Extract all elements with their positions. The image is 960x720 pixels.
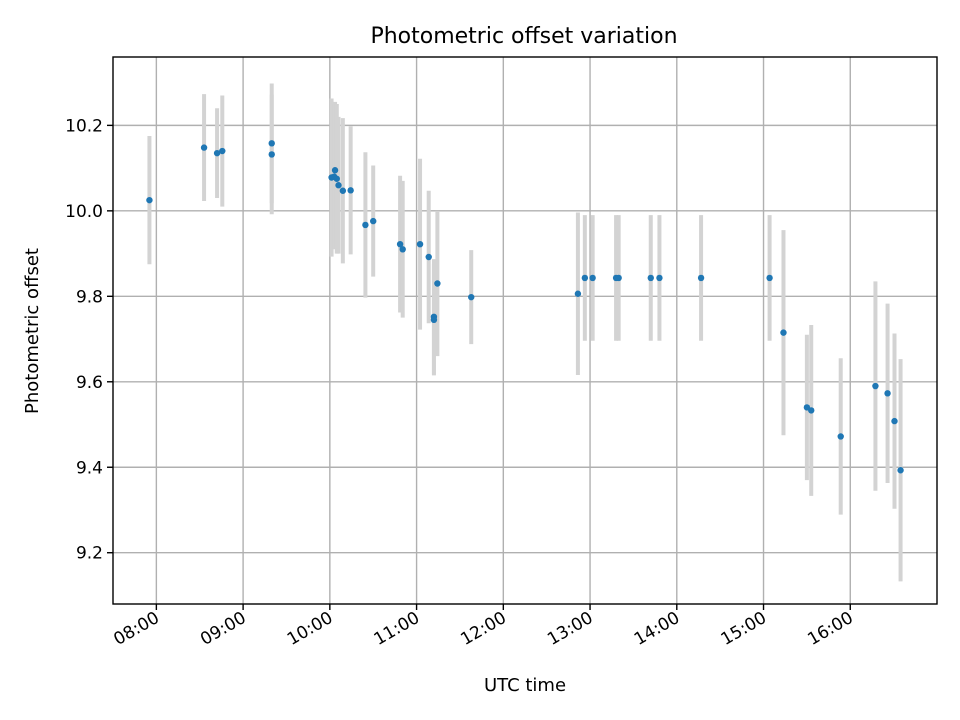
data-point <box>268 151 275 158</box>
y-tick-label: 9.2 <box>76 544 103 564</box>
data-point <box>333 175 340 182</box>
data-point <box>430 316 438 324</box>
data-point <box>656 274 663 282</box>
data-point <box>647 274 654 282</box>
data-point <box>219 147 226 155</box>
data-point <box>425 253 432 261</box>
y-tick-label: 9.8 <box>76 287 103 307</box>
data-point <box>331 167 339 174</box>
data-point <box>808 407 815 414</box>
data-point <box>396 240 404 248</box>
data-point <box>589 274 596 282</box>
data-point <box>200 144 208 151</box>
data-point <box>780 329 787 336</box>
data-point <box>766 274 773 282</box>
data-point <box>146 196 153 204</box>
y-axis-label: Photometric offset <box>22 248 43 414</box>
data-point <box>615 274 622 282</box>
data-point <box>468 293 475 301</box>
data-point <box>697 274 705 282</box>
plot-frame <box>112 56 938 605</box>
data-point <box>416 240 424 248</box>
data-point <box>268 140 275 147</box>
data-point <box>574 290 582 297</box>
x-axis-label: UTC time <box>484 675 566 696</box>
y-tick-label: 9.4 <box>76 458 103 478</box>
data-point <box>897 467 904 474</box>
data-point <box>581 274 589 282</box>
y-tick-label: 10.0 <box>65 202 103 222</box>
y-tick-label: 10.2 <box>65 116 103 136</box>
chart-title: Photometric offset variation <box>370 24 677 49</box>
data-point <box>434 280 441 287</box>
data-point <box>884 390 891 397</box>
data-point <box>370 217 377 225</box>
data-point <box>347 187 354 194</box>
data-point <box>335 182 342 189</box>
data-point <box>399 246 406 253</box>
data-point <box>213 149 221 157</box>
data-point <box>891 417 898 425</box>
y-tick-label: 9.6 <box>76 373 103 393</box>
data-point <box>339 187 347 194</box>
data-points <box>146 140 904 474</box>
data-point <box>362 221 369 229</box>
data-point <box>872 382 879 390</box>
y-axis-ticks: 9.2 9.4 9.6 9.8 10.0 10.2 <box>65 116 113 564</box>
data-point <box>837 433 844 440</box>
